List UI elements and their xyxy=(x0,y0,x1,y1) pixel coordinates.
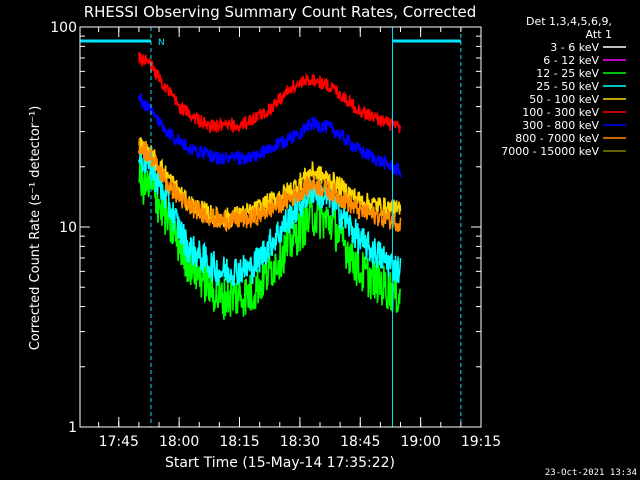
legend-label: 800 - 7000 keV xyxy=(515,132,599,145)
x-tick-label: 17:45 xyxy=(99,434,139,450)
x-tick-label: 19:15 xyxy=(461,434,501,450)
axis-layer: 17:45 18:00 18:15 18:30 18:45 19:00 19:15 1 10 10… xyxy=(50,20,501,450)
y-tick-label: 1 xyxy=(68,420,77,436)
timestamp: 23-Oct-2021 13:34 xyxy=(545,468,637,478)
x-tick-label: 18:00 xyxy=(159,434,199,450)
x-tick-label: 18:30 xyxy=(280,434,320,450)
series-line-800-7000 xyxy=(138,138,402,233)
series-line-3-6 xyxy=(138,69,402,102)
annotation-layer: N xyxy=(80,27,462,427)
series-line-300-800 xyxy=(138,93,402,178)
legend-header-att: Att 1 xyxy=(586,28,612,41)
y-axis-label: Corrected Count Rate (s⁻¹ detector⁻¹) xyxy=(28,106,43,351)
night-label: N xyxy=(158,38,165,48)
legend-label: 3 - 6 keV xyxy=(550,41,599,54)
legend-label: 25 - 50 keV xyxy=(536,80,599,93)
legend-label: 50 - 100 keV xyxy=(529,93,599,106)
series-layer xyxy=(138,52,402,320)
series-line-25-50 xyxy=(138,144,402,287)
series-line-12-25 xyxy=(138,160,402,320)
x-tick-label: 19:00 xyxy=(400,434,440,450)
legend-label: 6 - 12 keV xyxy=(543,54,599,67)
legend-label: 12 - 25 keV xyxy=(536,67,599,80)
legend-label: 100 - 300 keV xyxy=(522,106,599,119)
series-line-100-300 xyxy=(138,52,402,134)
x-tick-label: 18:45 xyxy=(340,434,380,450)
legend-label: 7000 - 15000 keV xyxy=(501,145,599,158)
x-tick-label: 18:15 xyxy=(219,434,259,450)
chart-title: RHESSI Observing Summary Count Rates, Co… xyxy=(84,3,477,21)
legend-header: Det 1,3,4,5,6,9, xyxy=(526,15,612,28)
x-axis-label: Start Time (15-May-14 17:35:22) xyxy=(165,455,395,471)
y-tick-label: 10 xyxy=(59,220,77,236)
y-tick-label: 100 xyxy=(50,20,77,36)
legend-label: 300 - 800 keV xyxy=(522,119,599,132)
